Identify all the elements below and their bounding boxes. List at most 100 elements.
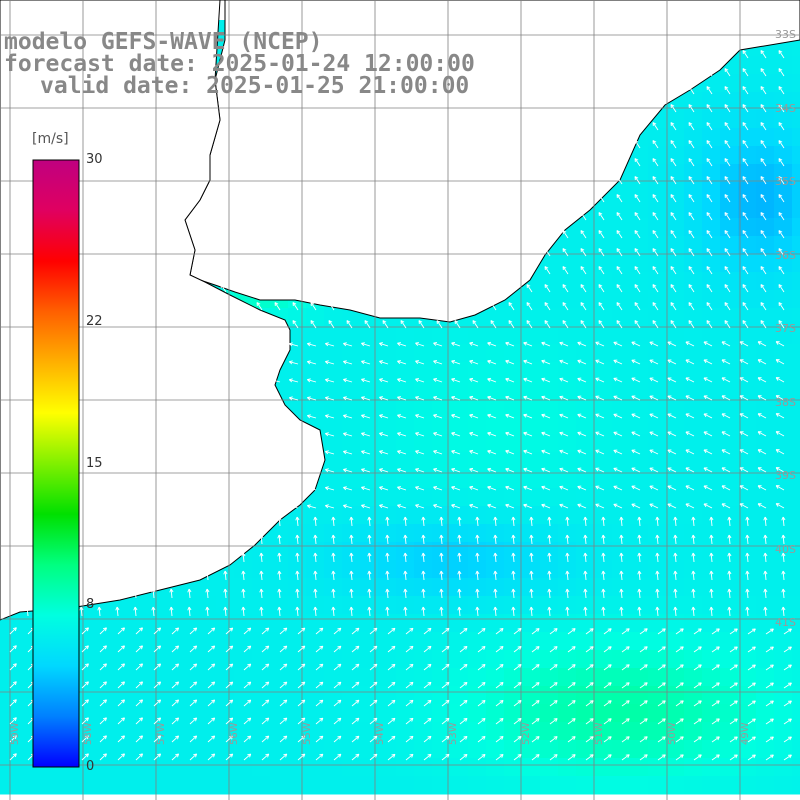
field-cell [684, 632, 703, 651]
wind-arrow [567, 664, 576, 671]
wind-arrow [207, 681, 216, 689]
field-cell [612, 452, 631, 471]
wind-arrow [613, 359, 623, 365]
wind-arrow [742, 266, 749, 275]
field-cell [558, 632, 577, 651]
wind-arrow [691, 588, 696, 599]
field-cell [684, 398, 703, 417]
wind-arrow [351, 699, 360, 707]
field-cell [792, 542, 800, 561]
wind-arrow [441, 645, 450, 653]
field-cell [738, 488, 757, 507]
field-cell [378, 668, 397, 687]
wind-arrow [655, 552, 660, 563]
field-cell [558, 272, 577, 291]
field-cell [414, 362, 433, 381]
field-cell [666, 290, 685, 309]
field-cell [648, 218, 667, 237]
field-cell [216, 668, 235, 687]
field-cell [612, 542, 631, 561]
field-cell [774, 488, 793, 507]
field-cell [630, 362, 649, 381]
field-cell [756, 362, 775, 381]
wind-arrow [652, 320, 659, 329]
wind-arrow [367, 588, 372, 599]
field-cell [378, 704, 397, 723]
field-cell [576, 740, 595, 759]
wind-arrow [670, 158, 677, 167]
field-cell [630, 272, 649, 291]
wind-arrow [307, 396, 317, 401]
field-cell [180, 596, 199, 615]
field-cell [432, 668, 451, 687]
field-cell [684, 560, 703, 579]
wind-arrow [742, 248, 749, 257]
field-cell [720, 470, 739, 489]
wind-arrow [343, 360, 353, 365]
wind-arrow [634, 140, 641, 149]
wind-arrow [469, 431, 479, 437]
field-cell [756, 344, 775, 363]
wind-arrow [621, 646, 630, 653]
wind-arrow [369, 663, 378, 671]
wind-arrow [765, 628, 774, 635]
wind-arrow [667, 485, 677, 491]
field-cell [396, 506, 415, 525]
wind-arrow [598, 320, 605, 329]
field-cell [774, 200, 793, 219]
latitude-label: 35S [775, 175, 796, 188]
wind-arrow [601, 516, 606, 527]
wind-arrow [765, 754, 774, 761]
wind-arrow [595, 395, 605, 401]
wind-arrow [315, 681, 324, 689]
field-cell [198, 704, 217, 723]
field-cell [738, 236, 757, 255]
wind-arrow [577, 413, 587, 419]
wind-arrow [307, 378, 317, 383]
wind-arrow [760, 284, 767, 293]
wind-arrow [729, 664, 738, 671]
wind-arrow [760, 176, 767, 185]
field-cell [666, 452, 685, 471]
wind-arrow [778, 320, 785, 329]
field-cell [702, 398, 721, 417]
wind-arrow [523, 359, 533, 365]
wind-arrow [565, 606, 570, 617]
wind-arrow [513, 682, 522, 689]
wind-arrow [781, 570, 786, 581]
field-cell [432, 686, 451, 705]
field-cell [486, 434, 505, 453]
field-cell [720, 398, 739, 417]
wind-arrow [189, 717, 198, 725]
field-cell [612, 434, 631, 453]
field-cell [630, 632, 649, 651]
field-cell [774, 74, 793, 93]
wind-arrow [706, 104, 713, 113]
wind-arrow [747, 754, 756, 761]
field-cell [594, 722, 613, 741]
wind-arrow [421, 534, 426, 545]
field-cell [612, 470, 631, 489]
field-cell [270, 650, 289, 669]
field-cell [324, 380, 343, 399]
field-cell [720, 452, 739, 471]
field-cell [756, 434, 775, 453]
wind-arrow [472, 320, 479, 329]
field-cell [684, 452, 703, 471]
field-cell [630, 254, 649, 273]
wind-arrow [595, 431, 605, 437]
field-cell [684, 254, 703, 273]
wind-arrow [135, 627, 144, 635]
wind-arrow [711, 664, 720, 671]
field-cell [738, 542, 757, 561]
wind-arrow [369, 699, 378, 707]
field-cell [486, 740, 505, 759]
field-cell [378, 506, 397, 525]
field-cell [342, 470, 361, 489]
wind-arrow [505, 449, 515, 455]
field-cell [594, 668, 613, 687]
field-cell [468, 524, 487, 543]
field-cell [450, 452, 469, 471]
wind-arrow [639, 646, 648, 653]
field-cell [90, 632, 109, 651]
